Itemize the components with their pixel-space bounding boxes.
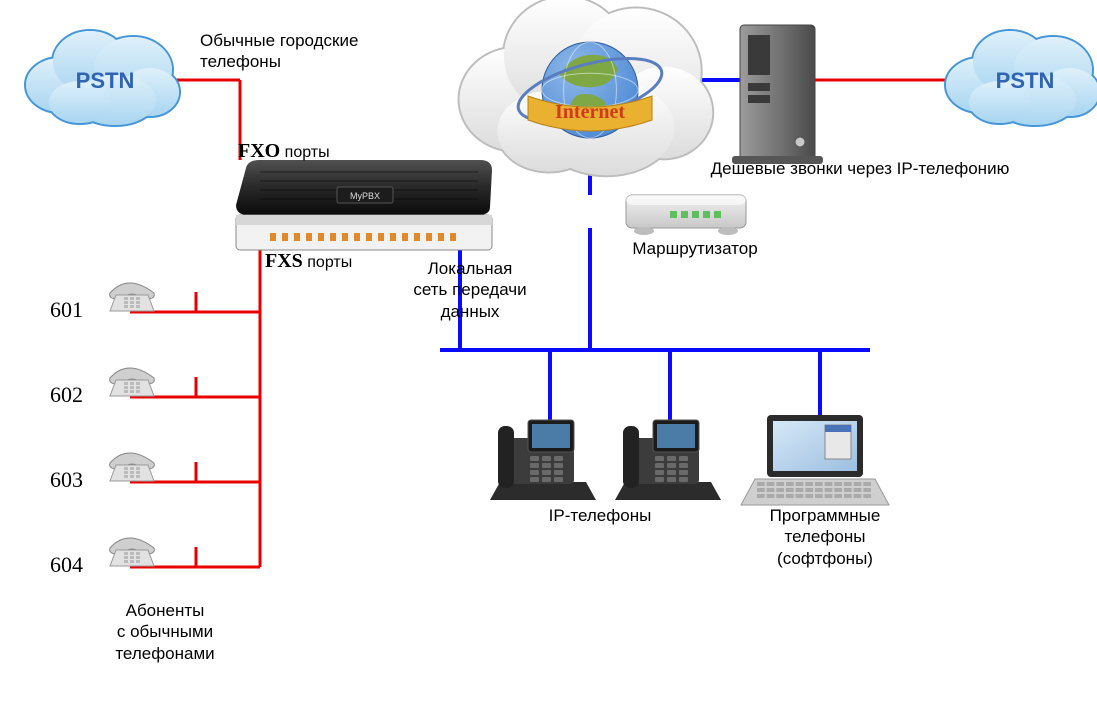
analog-phone-602: [110, 368, 155, 396]
router-device: [626, 195, 746, 235]
ext-label-602: 602: [50, 382, 83, 408]
pstn-cloud-left-text: PSTN: [76, 68, 135, 93]
label-city-phones: Обычные городские телефоны: [200, 30, 400, 73]
pbx-device: MyPBX: [236, 160, 492, 250]
label-fxs: FXS порты: [265, 250, 352, 273]
label-server: Дешевые звонки через IP-телефонию: [680, 158, 1040, 179]
pstn-cloud-right: PSTN: [945, 30, 1097, 126]
pstn-cloud-left: PSTN: [25, 30, 180, 126]
ip-phone-2: [615, 420, 721, 500]
ip-phone-1: [490, 420, 596, 500]
pstn-cloud-right-text: PSTN: [996, 68, 1055, 93]
fxo-tag: FXO: [238, 140, 280, 162]
fxs-ports: порты: [307, 254, 352, 271]
diagram-svg: PSTN PSTN Internet MyPBX: [0, 0, 1097, 704]
label-fxo: FXO порты: [238, 140, 330, 163]
fxo-ports: порты: [285, 144, 330, 161]
pbx-brand: MyPBX: [350, 191, 380, 201]
analog-phone-603: [110, 453, 155, 481]
ext-label-604: 604: [50, 552, 83, 578]
diagram-canvas: PSTN PSTN Internet MyPBX Обычные городские…: [0, 0, 1097, 704]
softphone-laptop: [741, 415, 889, 505]
label-subscribers: Абоненты с обычными телефонами: [80, 600, 250, 664]
label-lan: Локальная сеть передачи данных: [395, 258, 545, 322]
ext-label-603: 603: [50, 467, 83, 493]
analog-phone-601: [110, 283, 155, 311]
internet-banner-text: Internet: [555, 101, 625, 123]
label-ip-phones: IP-телефоны: [510, 505, 690, 526]
label-softphones: Программные телефоны (софтфоны): [745, 505, 905, 569]
analog-phone-604: [110, 538, 155, 566]
ext-label-601: 601: [50, 297, 83, 323]
fxs-tag: FXS: [265, 250, 303, 272]
label-router: Маршрутизатор: [610, 238, 780, 259]
server-device: [732, 25, 823, 164]
